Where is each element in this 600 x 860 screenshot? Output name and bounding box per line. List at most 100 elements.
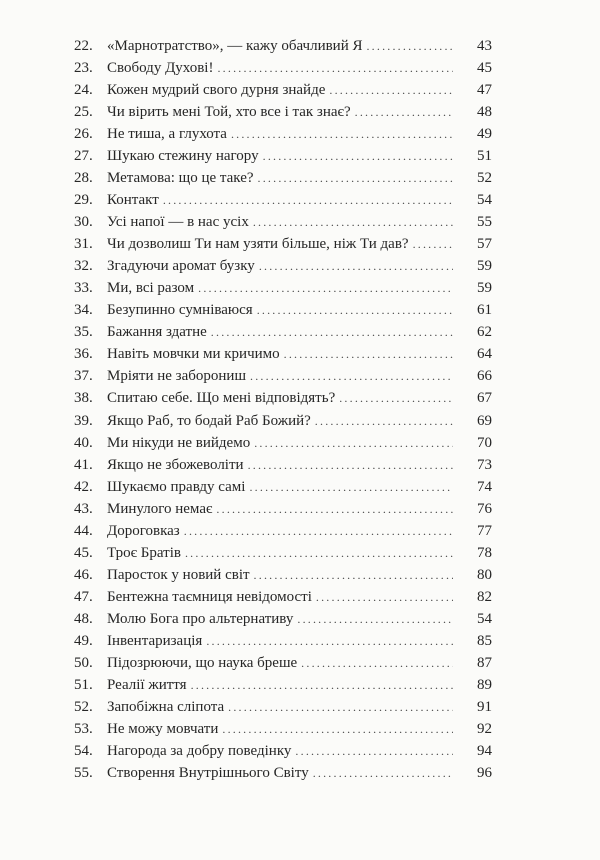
entry-number: 49. (74, 632, 93, 649)
entry-page-number: 59 (477, 258, 492, 275)
entry-number: 32. (74, 258, 93, 275)
toc-entry: 33. Ми, всі разом........................… (0, 277, 600, 299)
entry-page-number: 78 (477, 544, 492, 561)
entry-title: Створення Внутрішнього Світу (107, 764, 309, 781)
entry-page-number: 67 (477, 390, 492, 407)
dot-leader: ........................................… (253, 567, 453, 582)
entry-page-number: 51 (477, 148, 492, 165)
entry-number: 39. (74, 412, 93, 429)
entry-title: Контакт (107, 192, 159, 209)
entry-title: Згадуючи аромат бузку (107, 258, 255, 275)
toc-entry: 43. Минулого немає.......................… (0, 498, 600, 520)
dot-leader: ........................................… (295, 743, 453, 758)
entry-number: 35. (74, 324, 93, 341)
toc-entry: 29. Контакт..............................… (0, 189, 600, 211)
dot-leader: ........................................… (210, 325, 453, 340)
toc-entry: 23. Свободу Духові!......................… (0, 57, 600, 79)
entry-title: Усі напої — в нас усіх (107, 214, 249, 231)
entry-title: Метамова: що це таке? (107, 170, 254, 187)
toc-entry: 46. Паросток у новий світ................… (0, 564, 600, 586)
toc-entry: 32. Згадуючи аромат бузку................… (0, 255, 600, 277)
entry-title: Мріяти не заборониш (107, 368, 246, 385)
dot-leader: ........................................… (301, 655, 453, 670)
entry-number: 40. (74, 434, 93, 451)
dot-leader: ........................................… (247, 457, 453, 472)
dot-leader: ........................................… (366, 39, 453, 53)
toc-entry: 54. Нагорода за добру поведінку..........… (0, 740, 600, 762)
dot-leader: ........................................… (314, 413, 453, 428)
dot-leader: ........................................… (254, 435, 453, 450)
entry-number: 47. (74, 588, 93, 605)
entry-page-number: 91 (477, 698, 492, 715)
toc-entry: 27. Шукаю стежину нагору.................… (0, 145, 600, 167)
entry-title: Безупинно сумніваюся (107, 302, 253, 319)
dot-leader: ........................................… (258, 259, 453, 274)
entry-page-number: 87 (477, 654, 492, 671)
dot-leader: ........................................… (257, 171, 453, 186)
entry-title: Чи вірить мені Той, хто все і так знає? (107, 104, 351, 121)
dot-leader: ........................................… (190, 677, 453, 692)
entry-page-number: 49 (477, 126, 492, 143)
toc-entry: 34. Безупинно сумніваюся.................… (0, 299, 600, 321)
entry-title: Підозрюючи, що наука бреше (107, 654, 298, 671)
entry-page-number: 43 (477, 38, 492, 54)
entry-page-number: 55 (477, 214, 492, 231)
entry-number: 24. (74, 82, 93, 99)
entry-number: 30. (74, 214, 93, 231)
toc-entry: 31. Чи дозволиш Ти нам узяти більше, ніж … (0, 233, 600, 255)
toc-entry: 26. Не тиша, а глухота...................… (0, 123, 600, 145)
entry-number: 28. (74, 170, 93, 187)
entry-title: Минулого немає (107, 500, 213, 517)
toc-entry: 51. Реалії життя.........................… (0, 674, 600, 696)
entry-page-number: 92 (477, 720, 492, 737)
entry-title: Шукаю стежину нагору (107, 148, 259, 165)
entry-title: Якщо не збожеволіти (107, 456, 244, 473)
entry-page-number: 70 (477, 434, 492, 451)
entry-page-number: 80 (477, 566, 492, 583)
entry-page-number: 77 (477, 522, 492, 539)
entry-number: 48. (74, 610, 93, 627)
toc-entry: 49. Інвентаризація.......................… (0, 630, 600, 652)
toc-entry: 47. Бентежна таємниця невідомості........… (0, 586, 600, 608)
entry-number: 46. (74, 566, 93, 583)
toc-entry: 40. Ми нікуди не вийдемо.................… (0, 432, 600, 454)
entry-title: «Марнотратство», — кажу обачливий Я (107, 38, 363, 54)
entry-page-number: 62 (477, 324, 492, 341)
dot-leader: ........................................… (184, 545, 453, 560)
dot-leader: ........................................… (339, 391, 453, 406)
dot-leader: ........................................… (297, 611, 453, 626)
entry-title: Якщо Раб, то бодай Раб Божий? (107, 412, 311, 429)
dot-leader: ........................................… (222, 721, 453, 736)
entry-title: Свободу Духові! (107, 60, 214, 77)
entry-title: Реалії життя (107, 676, 187, 693)
entry-title: Інвентаризація (107, 632, 203, 649)
dot-leader: ........................................… (283, 347, 453, 362)
entry-page-number: 89 (477, 676, 492, 693)
entry-title: Паросток у новий світ (107, 566, 250, 583)
entry-title: Кожен мудрий свого дурня знайде (107, 82, 326, 99)
entry-title: Бентежна таємниця невідомості (107, 588, 312, 605)
toc-entry: 53. Не можу мовчати......................… (0, 718, 600, 740)
entry-page-number: 73 (477, 456, 492, 473)
entry-page-number: 57 (477, 236, 492, 253)
dot-leader: ........................................… (228, 699, 453, 714)
dot-leader: ........................................… (256, 303, 453, 318)
entry-number: 42. (74, 478, 93, 495)
entry-title: Не можу мовчати (107, 720, 219, 737)
toc-entry: 38. Спитаю себе. Що мені відповідять?....… (0, 387, 600, 409)
entry-number: 51. (74, 676, 93, 693)
toc-entry: 24. Кожен мудрий свого дурня знайде......… (0, 79, 600, 101)
entry-page-number: 76 (477, 500, 492, 517)
entry-number: 27. (74, 148, 93, 165)
entry-page-number: 52 (477, 170, 492, 187)
toc-entry: 52. Запобіжна сліпота....................… (0, 696, 600, 718)
entry-page-number: 85 (477, 632, 492, 649)
entry-title: Навіть мовчки ми кричимо (107, 346, 280, 363)
entry-page-number: 82 (477, 588, 492, 605)
toc-entry: 37. Мріяти не заборониш..................… (0, 365, 600, 387)
entry-number: 33. (74, 280, 93, 297)
dot-leader: ........................................… (217, 61, 453, 76)
entry-number: 43. (74, 500, 93, 517)
entry-title: Чи дозволиш Ти нам узяти більше, ніж Ти … (107, 236, 409, 253)
dot-leader: ........................................… (315, 589, 453, 604)
